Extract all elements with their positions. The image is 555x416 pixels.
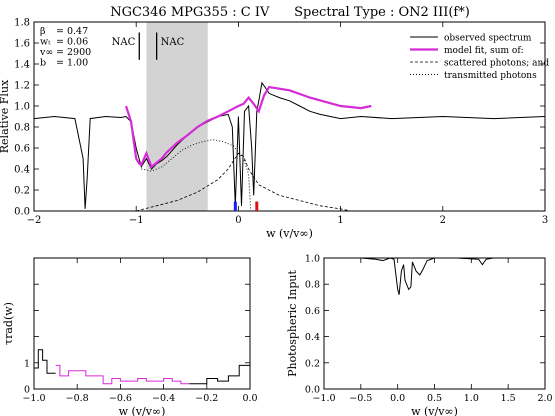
legend-label: model fit, sum of: — [444, 46, 524, 56]
param-value: = 0.06 — [56, 37, 88, 48]
y-tick-label: 0.6 — [305, 306, 320, 317]
red-velocity-marker — [255, 201, 259, 211]
x-axis-label: w (v/v∞) — [266, 227, 313, 240]
x-tick-label: −1.0 — [312, 393, 335, 404]
y-tick-label: 0.6 — [14, 144, 30, 155]
x-tick-label: −2 — [27, 215, 42, 226]
x-tick-label: −1 — [129, 215, 144, 226]
legend-label: scattered photons; and — [444, 59, 549, 69]
y-tick-label: 1 — [24, 358, 30, 369]
tau-black-right-line — [189, 364, 250, 385]
param-name: v∞ — [39, 47, 53, 58]
x-tick-label: −0.5 — [349, 393, 372, 404]
y-tick-label: 0.2 — [305, 358, 320, 369]
x-tick-label: 0 — [235, 215, 241, 226]
x-tick-label: −0.2 — [195, 393, 218, 404]
x-axis-label: w (v/v∞) — [411, 405, 458, 416]
x-tick-label: 2.0 — [537, 393, 552, 404]
x-tick-label: 0.5 — [427, 393, 442, 404]
transmitted-photons-line — [141, 139, 252, 212]
y-tick-label: 1.0 — [14, 102, 30, 113]
nac-label: NAC — [112, 37, 136, 48]
x-tick-label: 0.0 — [242, 393, 257, 404]
x-tick-label: 2 — [440, 215, 446, 226]
param-name: wₜ — [40, 37, 51, 48]
y-tick-label: 1.4 — [14, 60, 30, 71]
nac-label: NAC — [161, 37, 185, 48]
y-tick-label: 1.2 — [14, 81, 30, 92]
y-axis-label: Photospheric Input — [286, 270, 299, 377]
param-value: = 0.47 — [56, 26, 88, 37]
x-tick-label: −0.6 — [109, 393, 132, 404]
x-tick-label: 1.5 — [501, 393, 516, 404]
y-axis-label: τrad(w) — [2, 302, 15, 345]
tau-rad-panel: −1.0 −0.8 −0.6 −0.4 −0.2 0.0 0 1 w (v/v∞) τrad(w) — [2, 257, 258, 416]
tau-black-left-line — [34, 349, 56, 374]
y-tick-label: 0.2 — [14, 186, 30, 197]
y-tick-label: 0.8 — [305, 280, 320, 291]
y-tick-label: 0.0 — [14, 207, 30, 218]
x-tick-label: 3 — [542, 215, 548, 226]
param-value: = 2900 — [56, 47, 91, 58]
y-tick-label: 1.0 — [305, 254, 320, 265]
x-axis-label: w (v/v∞) — [119, 405, 166, 416]
spectrum-panel: −2 −1 0 1 2 3 0.0 0.2 0.4 0.6 0.8 1.0 1.2 1.4 1.6 1.8 w … — [0, 18, 549, 241]
model-fit-line — [124, 85, 372, 169]
y-tick-label: 0.8 — [14, 123, 30, 134]
y-tick-label: 1.6 — [14, 39, 30, 50]
observed-spectrum-line — [33, 81, 546, 209]
legend-label: observed spectrum — [444, 34, 532, 44]
x-tick-label: 1.0 — [464, 393, 479, 404]
legend-label: transmitted photons — [444, 71, 537, 81]
plot-frame — [323, 257, 546, 390]
x-tick-label: 0.0 — [390, 393, 405, 404]
param-name: b — [40, 58, 46, 69]
chart-title: NGC346 MPG355 : C IV Spectral Type : ON2… — [110, 5, 470, 20]
x-tick-label: −0.8 — [66, 393, 89, 404]
x-tick-label: 1 — [337, 215, 343, 226]
x-tick-label: −0.4 — [152, 393, 175, 404]
param-value: = 1.00 — [56, 58, 88, 69]
plot-frame — [33, 257, 251, 390]
y-axis-label: Relative Flux — [0, 79, 11, 153]
photospheric-input-panel: −1.0 −0.5 0.0 0.5 1.0 1.5 2.0 0.0 0.2 0.4 0.6 0.8 1.… — [286, 254, 553, 416]
y-tick-label: 0.0 — [305, 385, 320, 396]
y-tick-label: 0.4 — [14, 165, 30, 176]
y-tick-label: 1.8 — [14, 18, 30, 29]
x-tick-label: −1.0 — [22, 393, 45, 404]
param-name: β — [40, 26, 46, 37]
y-tick-label: 0.4 — [305, 332, 320, 343]
tau-magenta-line — [55, 364, 190, 385]
y-tick-label: 0 — [24, 385, 30, 396]
blue-velocity-marker — [233, 201, 237, 211]
nac-shaded-band — [146, 22, 208, 211]
photospheric-input-line — [324, 257, 494, 295]
